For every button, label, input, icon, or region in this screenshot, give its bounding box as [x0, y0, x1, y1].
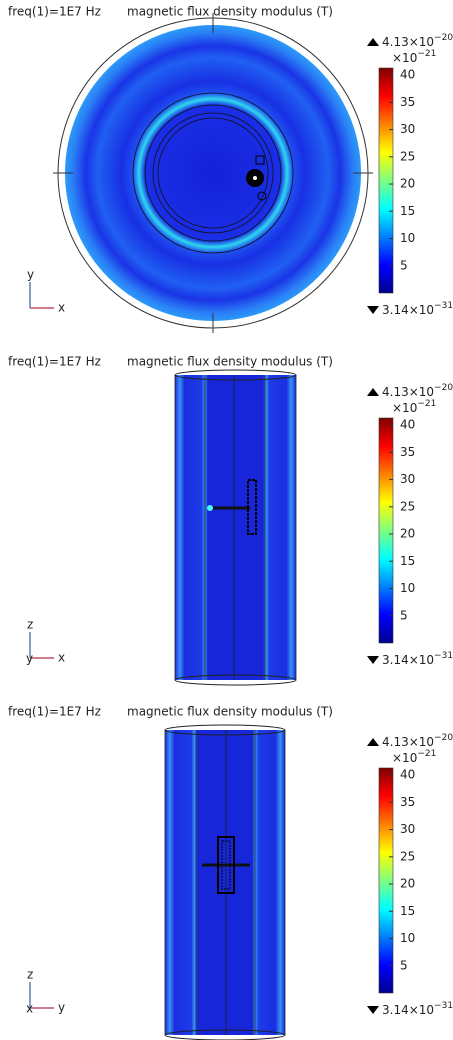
colorbar-tick-label: 10: [400, 931, 415, 945]
axis-label-up: y: [27, 268, 34, 282]
colorbar-min: 3.14×10−31: [382, 1001, 453, 1017]
probe: [255, 155, 265, 165]
coil: [217, 836, 235, 894]
inner-boundary: [152, 112, 274, 234]
plot: [174, 369, 297, 686]
colorbar-min-exp: −31: [434, 1001, 453, 1011]
colorbar-tick-label: 40: [400, 768, 415, 782]
colorbar-max: 4.13×10−20: [382, 383, 453, 399]
quantity-title: magnetic flux density modulus (T): [127, 5, 333, 19]
colorbar-max-base: 4.13×10: [382, 35, 434, 49]
axis-label-right: x: [58, 301, 65, 315]
colorbar-tick-label: 40: [400, 68, 415, 82]
inner-boundary: [157, 117, 269, 229]
colorbar-tick-label: 15: [400, 204, 415, 218]
frequency-label: freq(1)=1E7 Hz: [8, 355, 101, 369]
colorbar-tick-label: 25: [400, 499, 415, 513]
colorbar-tick-label: 20: [400, 527, 415, 541]
axis-label-out: y: [26, 652, 33, 666]
frequency-label: freq(1)=1E7 Hz: [8, 5, 101, 19]
plot: [164, 724, 286, 1040]
colorbar-max-base: 4.13×10: [382, 385, 434, 399]
inner-boundary: [144, 104, 282, 242]
colorbar-max-base: 4.13×10: [382, 735, 434, 749]
inner-boundary: [132, 92, 294, 254]
colorbar-tick-label: 20: [400, 177, 415, 191]
colorbar-tick-label: 5: [400, 258, 408, 272]
colorbar: [378, 67, 394, 294]
coil-inner: [221, 840, 231, 890]
colorbar-scale: ×10−21: [392, 49, 436, 65]
axis-label-right: y: [58, 1001, 65, 1015]
min-marker: [367, 1006, 379, 1014]
colorbar-tick-label: 5: [400, 958, 408, 972]
colorbar-scale: ×10−21: [392, 749, 436, 765]
colorbar: [378, 417, 394, 644]
max-marker: [367, 738, 379, 746]
cylinder: [165, 730, 285, 1035]
colorbar-tick-label: 40: [400, 418, 415, 432]
colorbar-tick-label: 25: [400, 849, 415, 863]
colorbar-scale-base: ×10: [392, 751, 417, 765]
colorbar-tick-label: 25: [400, 149, 415, 163]
colorbar-max-exp: −20: [434, 383, 453, 393]
domain-disc: [65, 25, 361, 321]
max-marker: [367, 38, 379, 46]
colorbar-min-exp: −31: [434, 651, 453, 661]
colorbar-tick-label: 15: [400, 554, 415, 568]
cylinder: [175, 375, 296, 680]
axis-label-out: x: [26, 1002, 33, 1016]
colorbar-scale-base: ×10: [392, 51, 417, 65]
max-marker: [367, 388, 379, 396]
colorbar-min-exp: −31: [434, 301, 453, 311]
colorbar-tick-label: 30: [400, 822, 415, 836]
colorbar-scale-base: ×10: [392, 401, 417, 415]
colorbar-scale-exp: −21: [417, 749, 436, 759]
axis-label-right: x: [58, 651, 65, 665]
axis-label-up: z: [27, 618, 33, 632]
colorbar: [378, 767, 394, 994]
colorbar-max: 4.13×10−20: [382, 733, 453, 749]
colorbar-min: 3.14×10−31: [382, 301, 453, 317]
colorbar-scale: ×10−21: [392, 399, 436, 415]
colorbar-tick-label: 35: [400, 95, 415, 109]
colorbar-max: 4.13×10−20: [382, 33, 453, 49]
colorbar-min-base: 3.14×10: [382, 1003, 434, 1017]
colorbar-scale-exp: −21: [417, 49, 436, 59]
colorbar-tick-label: 35: [400, 445, 415, 459]
panel: freq(1)=1E7 Hz magnetic flux density modu…: [8, 5, 453, 333]
colorbar-max-exp: −20: [434, 33, 453, 43]
colorbar-max-exp: −20: [434, 733, 453, 743]
frequency-label: freq(1)=1E7 Hz: [8, 705, 101, 719]
colorbar-min-base: 3.14×10: [382, 303, 434, 317]
probe-ring: [257, 191, 267, 201]
quantity-title: magnetic flux density modulus (T): [127, 355, 333, 369]
conductor-core: [253, 176, 257, 180]
colorbar-scale-exp: −21: [417, 399, 436, 409]
panel: freq(1)=1E7 Hz magnetic flux density modu…: [8, 355, 453, 686]
min-marker: [367, 306, 379, 314]
axis-label-up: z: [27, 968, 33, 982]
colorbar-tick-label: 20: [400, 877, 415, 891]
colorbar-tick-label: 30: [400, 122, 415, 136]
colorbar-min: 3.14×10−31: [382, 651, 453, 667]
feed-tip: [207, 505, 213, 511]
colorbar-tick-label: 15: [400, 904, 415, 918]
panel: freq(1)=1E7 Hz magnetic flux density modu…: [8, 705, 453, 1040]
colorbar-tick-label: 30: [400, 472, 415, 486]
colorbar-tick-label: 35: [400, 795, 415, 809]
quantity-title: magnetic flux density modulus (T): [127, 705, 333, 719]
colorbar-tick-label: 5: [400, 608, 408, 622]
min-marker: [367, 656, 379, 664]
colorbar-min-base: 3.14×10: [382, 653, 434, 667]
colorbar-tick-label: 10: [400, 581, 415, 595]
coil: [247, 479, 257, 535]
colorbar-tick-label: 10: [400, 231, 415, 245]
